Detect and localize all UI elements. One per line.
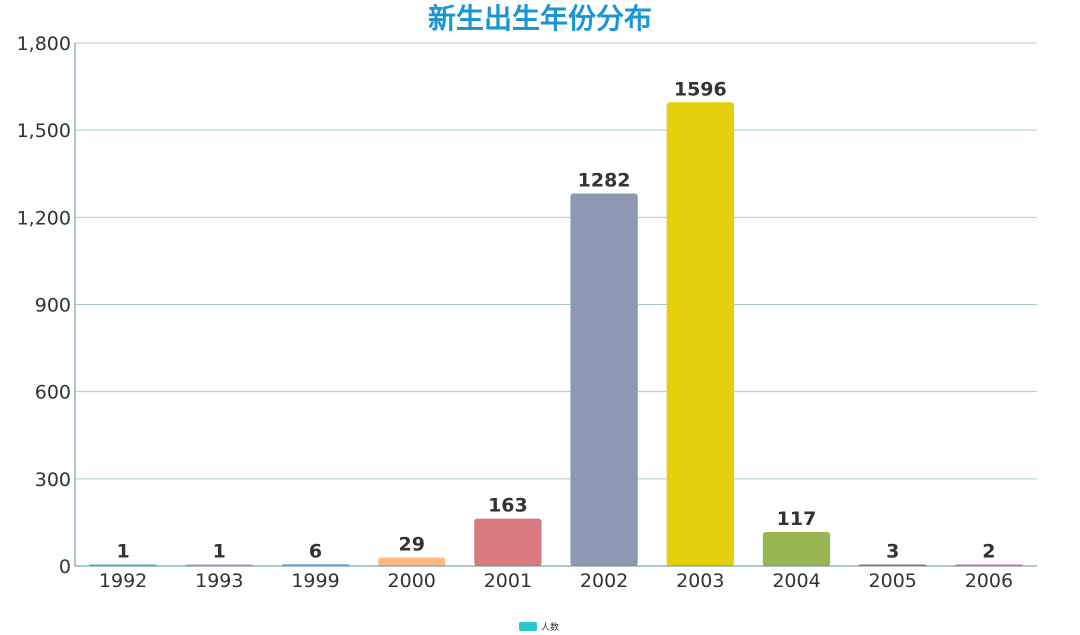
y-tick-label: 1,800 [17, 33, 71, 55]
x-tick-label: 2000 [388, 570, 436, 592]
x-tick-label: 1999 [291, 570, 339, 592]
data-label-2003: 1596 [674, 78, 727, 100]
x-tick-label: 2006 [965, 570, 1013, 592]
data-label-2001: 163 [488, 495, 528, 517]
y-axis-ticks: 0 300 600 900 1,200 1,500 1,800 [17, 33, 71, 578]
data-label-2006: 2 [982, 541, 995, 563]
bar-2000[interactable] [378, 557, 446, 566]
bar-2003[interactable] [666, 102, 734, 567]
y-tick-label: 0 [59, 556, 71, 578]
chart-title: 新生出生年份分布 [428, 2, 652, 35]
data-label-2000: 29 [398, 534, 424, 556]
x-tick-label: 2005 [869, 570, 917, 592]
y-tick-label: 900 [35, 295, 71, 317]
legend-label[interactable]: 人数 [541, 621, 559, 633]
bars [89, 102, 1023, 567]
data-label-2004: 117 [777, 508, 817, 530]
y-tick-label: 1,500 [17, 120, 71, 142]
x-tick-label: 2004 [772, 570, 820, 592]
data-label-2005: 3 [886, 541, 899, 563]
y-tick-label: 1,200 [17, 207, 71, 229]
data-label-2002: 1282 [578, 170, 631, 192]
legend[interactable]: 人数 [519, 621, 559, 633]
bar-2002[interactable] [570, 193, 638, 566]
data-label-1992: 1 [116, 541, 129, 563]
data-label-1999: 6 [309, 540, 322, 562]
bar-2001[interactable] [474, 518, 542, 566]
grid-lines [75, 42, 1037, 480]
x-tick-label: 1992 [99, 570, 147, 592]
x-tick-label: 1993 [195, 570, 243, 592]
data-label-1993: 1 [213, 541, 226, 563]
bar-2004[interactable] [762, 532, 831, 566]
x-tick-label: 2003 [676, 570, 724, 592]
y-tick-label: 600 [35, 382, 71, 404]
x-axis-ticks: 1992 1993 1999 2000 2001 2002 2003 2004 2005 2006 [99, 570, 1013, 592]
data-labels: 1 1 6 29 163 1282 1596 117 3 2 [116, 78, 995, 562]
y-tick-label: 300 [35, 469, 71, 491]
x-tick-label: 2001 [484, 570, 532, 592]
legend-swatch[interactable] [519, 622, 537, 631]
x-tick-label: 2002 [580, 570, 628, 592]
